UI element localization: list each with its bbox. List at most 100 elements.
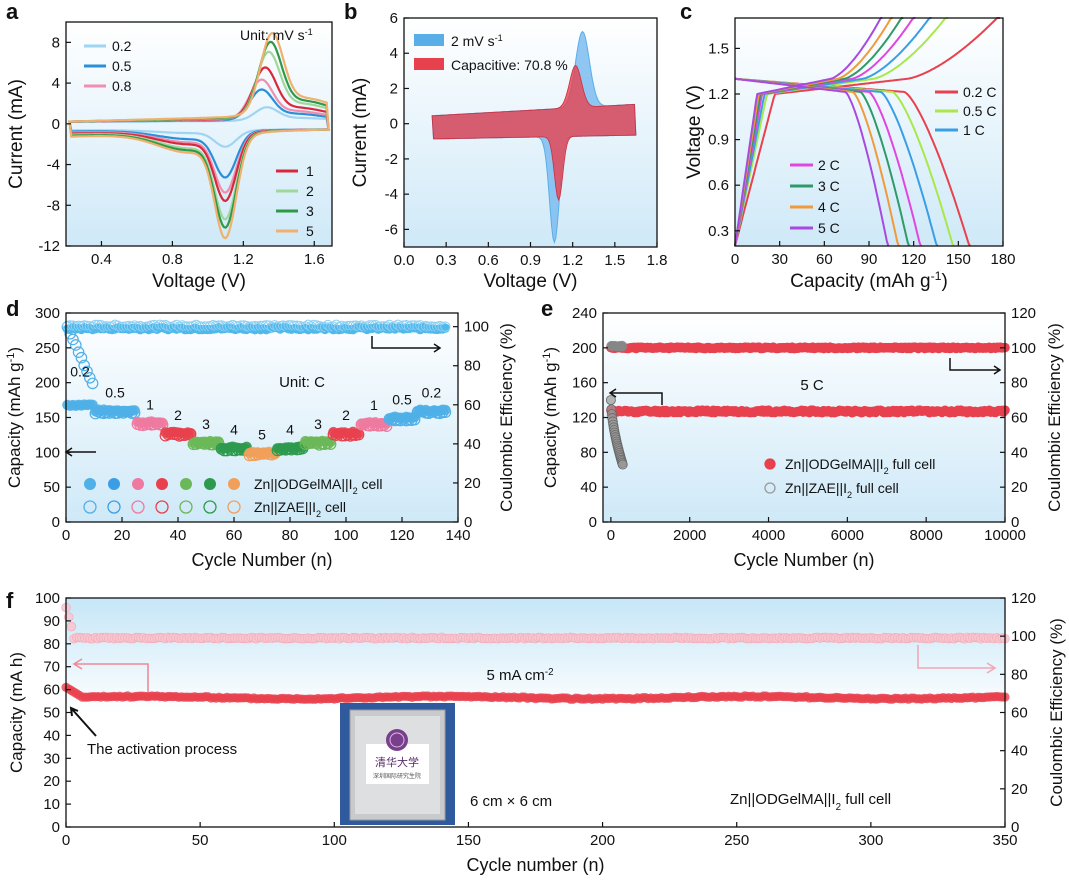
plot-frame (65, 21, 333, 247)
y-axis-title: Voltage (V) (684, 85, 705, 179)
zae-capacity-point (70, 339, 82, 351)
legend-open-dot (203, 500, 217, 514)
label-part: -1 (495, 33, 503, 43)
odg-capacity-point (440, 404, 451, 416)
x-tick-label: 140 (445, 527, 470, 544)
x-tick-label: 1.2 (233, 251, 254, 268)
legend-label: 2 C (818, 157, 840, 173)
y-tick-label: 200 (572, 340, 597, 357)
discharge-curve-5 C (734, 77, 890, 247)
legend-label: 1 C (963, 122, 985, 138)
label-part: full cell (889, 456, 936, 472)
x-tick-label: 1.6 (304, 251, 325, 268)
label-part: -1 (541, 353, 553, 363)
legend-label: 0.2 (112, 38, 132, 54)
x-tick-label: 60 (226, 527, 243, 544)
unit-note: Unit: C (279, 374, 325, 391)
x-tick-label: 40 (170, 527, 187, 544)
zae-capacity-point (439, 406, 452, 418)
y2-axis-title: Coulombic Efficiency (%) (497, 323, 516, 512)
label-part: 2 (884, 466, 889, 476)
rate-note: 5 C (800, 377, 824, 394)
y2-tick-label: 80 (1011, 375, 1028, 392)
legend-label: 0.8 (112, 78, 132, 94)
x-tick-label: 50 (192, 832, 209, 849)
zae-capacity-point (81, 365, 93, 378)
legend-label: Zn||ZAE||I2 full cell (785, 480, 899, 500)
legend-swatch (414, 34, 444, 46)
zae-ce-point (618, 342, 628, 352)
label-part: full cell (852, 480, 899, 496)
y-tick-label: 8 (52, 34, 60, 51)
legend-label: Zn||ODGelMA||I2 full cell (785, 456, 935, 476)
y-axis-title: Capacity (mA h) (7, 652, 26, 773)
odg-capacity-point (185, 428, 196, 439)
panel-letter-a: a (6, 0, 19, 24)
panel-letter-c: c (680, 0, 692, 24)
x-tick-label: 250 (724, 832, 749, 849)
x-tick-label: 100 (333, 527, 358, 544)
photo-label: 清华大学 (375, 755, 419, 769)
activation-note: The activation process (87, 741, 237, 758)
y2-tick-label: 120 (1011, 305, 1036, 322)
y-axis-title: Current (mA) (6, 79, 27, 189)
x-axis-title: Capacity (mAh g-1) (790, 269, 948, 292)
y-tick-label: 200 (35, 375, 60, 392)
x-tick-label: 1.8 (647, 252, 668, 269)
legend-label: 3 C (818, 178, 840, 194)
y-tick-label: 0 (390, 116, 398, 133)
capacitive-area (431, 64, 637, 202)
zae-capacity-point (78, 359, 90, 372)
x-tick-label: 0 (62, 832, 70, 849)
zae-capacity-point (617, 459, 628, 470)
y-tick-label: 160 (572, 375, 597, 392)
y2-tick-label: 20 (1011, 781, 1028, 798)
legend-filled-dot (180, 478, 192, 490)
rate-label: 4 (230, 421, 238, 437)
x-axis-title: Cycle Number (n) (733, 550, 874, 570)
y2-tick-label: 40 (1011, 444, 1028, 461)
cv-curve-5 (68, 31, 330, 240)
x-tick-label: 20 (114, 527, 131, 544)
rate-label: 2 (342, 407, 350, 423)
photo-sublabel: 深圳国际研究生院 (373, 772, 421, 780)
current-note: 5 mA cm-2 (486, 667, 553, 685)
y-tick-label: 0 (589, 514, 597, 531)
arrow-capacity (64, 447, 96, 457)
y-tick-label: 100 (35, 444, 60, 461)
y-tick-label: 60 (43, 682, 60, 699)
label-part: ) (541, 347, 560, 353)
panel-letter-b: b (344, 0, 357, 24)
label-part: ) (942, 271, 948, 292)
legend-label: 3 (306, 203, 314, 219)
y-tick-label: -8 (47, 197, 60, 214)
unit-note: Unit: mV s-1 (240, 27, 313, 43)
label-part: Zn||ZAE||I (785, 480, 847, 496)
x-axis-title: Cycle Number (n) (191, 550, 332, 570)
x-tick-label: 180 (990, 251, 1015, 268)
y-tick-label: -4 (385, 186, 398, 203)
x-tick-label: 8000 (909, 527, 942, 544)
zae-capacity-point (67, 333, 79, 346)
y-tick-label: 70 (43, 659, 60, 676)
y-tick-label: 30 (43, 750, 60, 767)
rate-label: 0.2 (70, 364, 90, 380)
legend-filled-dot (84, 478, 96, 490)
label-part: -2 (545, 667, 554, 678)
y-tick-label: 50 (43, 705, 60, 722)
y2-tick-label: 20 (464, 475, 481, 492)
legend-open-dot (155, 500, 169, 514)
x-tick-label: 1.2 (562, 252, 583, 269)
y-axis-title: Capacity (mAh g-1) (541, 347, 560, 488)
rate-label: 3 (202, 416, 210, 432)
legend-filled-dot (204, 478, 216, 490)
y-tick-label: 0 (52, 116, 60, 133)
label-part: ) (5, 347, 24, 353)
university-seal-icon (386, 729, 408, 751)
cell-note: Zn||ODGelMA||I2 full cell (730, 791, 891, 813)
x-tick-label: 200 (590, 832, 615, 849)
y2-tick-label: 40 (464, 436, 481, 453)
x-tick-label: 6000 (831, 527, 864, 544)
